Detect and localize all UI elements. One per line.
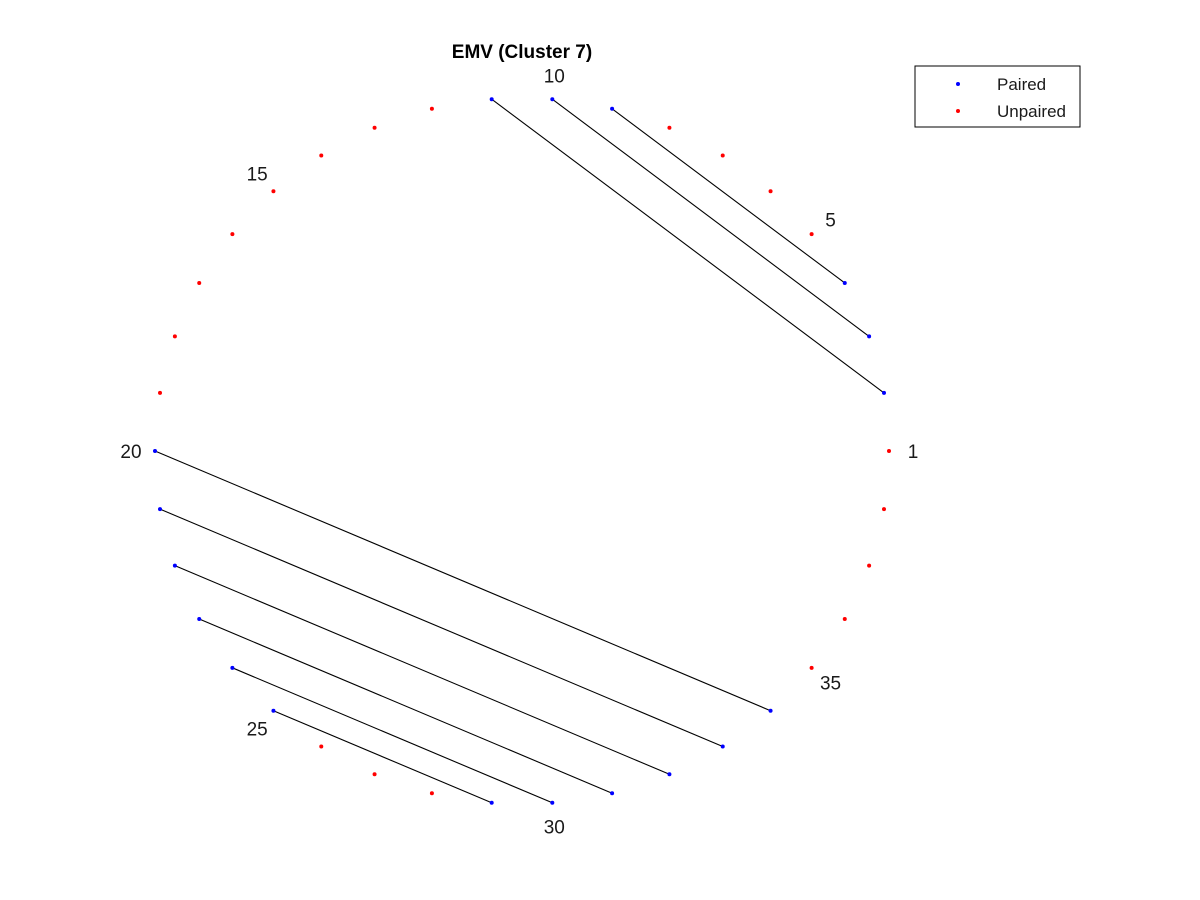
node-30 [550,800,555,805]
node-8 [667,125,672,130]
tick-label-30: 30 [544,818,565,839]
node-17 [197,280,202,285]
pair-line-3-10 [551,98,870,337]
node-36 [842,617,847,622]
node-16 [230,232,235,237]
node-19 [158,390,163,395]
tick-label-15: 15 [247,165,268,186]
tick-label-10: 10 [544,66,565,87]
tick-label-25: 25 [247,719,268,740]
legend-marker-paired [956,82,960,86]
pair-line-23-31 [199,618,613,794]
node-22 [172,563,177,568]
node-11 [489,97,494,102]
legend-label-paired: Paired [997,75,1046,94]
node-32 [667,772,672,777]
node-5 [809,232,814,237]
node-3 [867,334,872,339]
pair-line-24-30 [232,667,553,804]
tick-label-20: 20 [120,442,141,463]
node-21 [158,507,163,512]
node-38 [881,507,886,512]
node-23 [197,617,202,622]
node-25 [271,708,276,713]
pair-line-21-33 [159,508,723,748]
node-20 [153,449,157,453]
node-34 [768,708,773,713]
node-12 [429,106,434,111]
node-35 [809,665,814,670]
pair-line-22-32 [174,565,670,775]
tick-label-35: 35 [820,674,841,695]
node-4 [842,280,847,285]
legend-marker-unpaired [956,109,960,113]
node-14 [319,153,324,158]
node-26 [319,744,324,749]
node-7 [720,153,725,158]
node-31 [610,791,615,796]
node-15 [271,189,276,194]
node-29 [489,800,494,805]
node-28 [429,791,434,796]
chart-title: EMV (Cluster 7) [452,42,592,63]
node-1 [887,449,891,453]
legend-box [914,65,1081,128]
node-37 [867,563,872,568]
tick-label-1: 1 [908,442,919,463]
node-13 [372,125,377,130]
nodes [153,97,891,805]
node-24 [230,665,235,670]
pair-line-4-9 [611,108,846,284]
node-2 [881,390,886,395]
node-6 [768,189,773,194]
tick-label-5: 5 [825,210,836,231]
node-27 [372,772,377,777]
legend: Paired Unpaired [914,65,1081,128]
pair-lines [154,98,885,804]
node-9 [610,106,615,111]
legend-label-unpaired: Unpaired [997,102,1066,121]
node-33 [720,744,725,749]
pair-line-25-29 [273,710,492,804]
pair-line-2-11 [491,98,885,394]
node-18 [172,334,177,339]
node-10 [550,97,555,102]
pair-line-20-34 [154,450,771,712]
